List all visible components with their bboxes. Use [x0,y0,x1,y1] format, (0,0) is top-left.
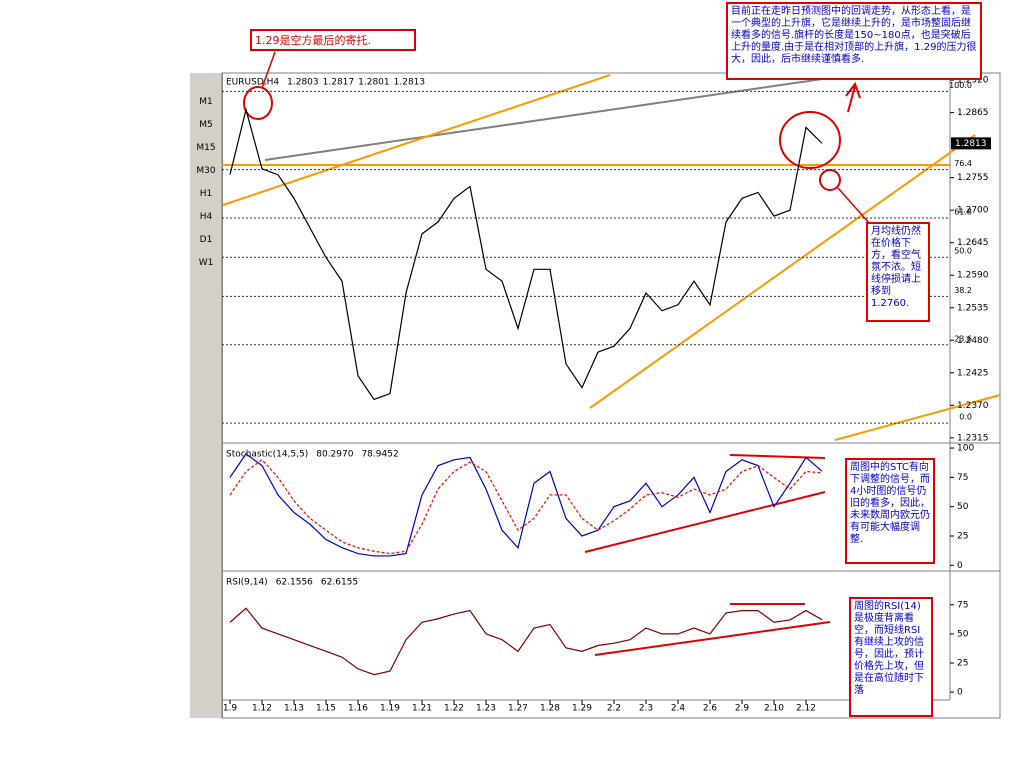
y-tick-label: 1.2590 [957,271,989,281]
x-tick-label: 1.19 [380,704,400,714]
trend-line [589,134,976,409]
connector [837,187,871,225]
y-tick-label: 50 [957,502,969,512]
x-tick-label: 1.15 [316,704,336,714]
timeframe-button[interactable]: H1 [199,189,213,199]
indicator-title: Stochastic(14,5,5) [226,450,308,460]
x-tick-label: 2.12 [796,704,816,714]
arrow [847,85,856,113]
indicator-value: 62.6155 [321,578,358,588]
ohlc-value: 1.2803 [287,78,319,88]
current-price-box [951,137,991,150]
timeframe-button[interactable]: W1 [198,258,214,268]
series-line [229,607,823,676]
trend-line [834,394,1001,441]
indicator-value: 80.2970 [316,450,353,460]
timeframe-button[interactable]: M1 [199,97,213,107]
annotation: 月均线仍然在价格下方，看空气氛不浓。短线停损请上移到1.2760. [866,222,930,322]
y-tick-label: 1.2700 [957,206,989,216]
trend-line [584,491,826,553]
annotation: 目前正在走昨日预测图中的回调走势，从形态上看，是一个典型的上升旗，它是继续上升的… [726,2,982,80]
x-tick-label: 2.9 [735,704,750,714]
x-tick-label: 1.9 [223,704,238,714]
y-tick-label: 1.2370 [957,401,989,411]
ohlc-value: 1.2817 [323,78,355,88]
y-tick-label: 0 [957,561,963,571]
series-line [229,453,823,557]
fib-label: 38.2 [954,286,972,295]
timeframe-button[interactable]: M30 [196,166,216,176]
x-tick-label: 1.22 [444,704,464,714]
series-line [229,107,823,401]
fib-label: 76.4 [954,159,972,168]
x-tick-label: 2.6 [703,704,718,714]
trend-line [264,74,851,161]
x-tick-label: 1.23 [476,704,496,714]
indicator-value: 62.1556 [276,578,313,588]
highlight-circle [243,86,273,120]
highlight-circle [819,169,841,191]
y-tick-label: 1.2315 [957,433,989,443]
fib-label: 0.0 [959,413,972,422]
trend-line [594,621,831,656]
fib-label: 61.8 [954,208,972,217]
timeframe-button[interactable]: M15 [196,143,216,153]
y-tick-label: 1.2425 [957,368,989,378]
x-tick-label: 2.4 [671,704,686,714]
x-tick-label: 1.16 [348,704,368,714]
fib-label: 23.6 [954,334,972,343]
timeframe-button[interactable]: M5 [199,120,213,130]
y-tick-label: 1.2535 [957,303,989,313]
ohlc-value: 1.2801 [358,78,390,88]
trend-line [222,74,611,206]
y-tick-label: 25 [957,658,968,668]
y-tick-label: 1.2865 [957,108,989,118]
arrow-head [845,81,861,99]
y-tick-label: 1.2755 [957,173,989,183]
x-tick-label: 2.2 [607,704,621,714]
y-tick-label: 25 [957,531,968,541]
current-price-label: 1.2813 [955,139,987,149]
annotation: 周图的RSI(14)是极度背离看空，而短线RSI有继续上攻的信号，因此，预计价格… [849,597,933,717]
y-tick-label: 50 [957,629,969,639]
y-tick-label: 75 [957,473,968,483]
ohlc-value: 1.2813 [394,78,426,88]
y-tick-label: 0 [957,688,963,698]
timeframe-button[interactable]: D1 [199,235,213,245]
fib-label: 50.0 [954,247,972,256]
indicator-title: RSI(9,14) [226,578,268,588]
y-tick-label: 75 [957,600,968,610]
x-tick-label: 2.10 [764,704,784,714]
y-tick-label: 1.2645 [957,238,989,248]
indicator-title: EURUSD,H4 [226,78,279,88]
fib-label: 100.0 [949,81,972,90]
connector [261,51,276,89]
x-tick-label: 1.29 [572,704,592,714]
x-tick-label: 1.21 [412,704,432,714]
annotation: 1.29是空方最后的寄托. [250,29,416,51]
x-tick-label: 1.28 [540,704,560,714]
indicator-value: 78.9452 [361,450,398,460]
series-line [229,458,823,555]
x-tick-label: 1.27 [508,704,528,714]
y-tick-label: 1.2920 [957,76,989,86]
y-tick-label: 100 [957,444,974,454]
timeframe-button[interactable]: H4 [199,212,213,222]
annotation: 周图中的STC有向下调整的信号，而4小时图的信号仍旧的看多，因此，未来数周内欧元… [845,458,935,564]
x-tick-label: 2.3 [639,704,653,714]
trend-line [729,454,826,459]
x-tick-label: 1.13 [284,704,304,714]
y-tick-label: 1.2480 [957,336,989,346]
highlight-circle [779,111,841,169]
x-tick-label: 1.12 [252,704,272,714]
